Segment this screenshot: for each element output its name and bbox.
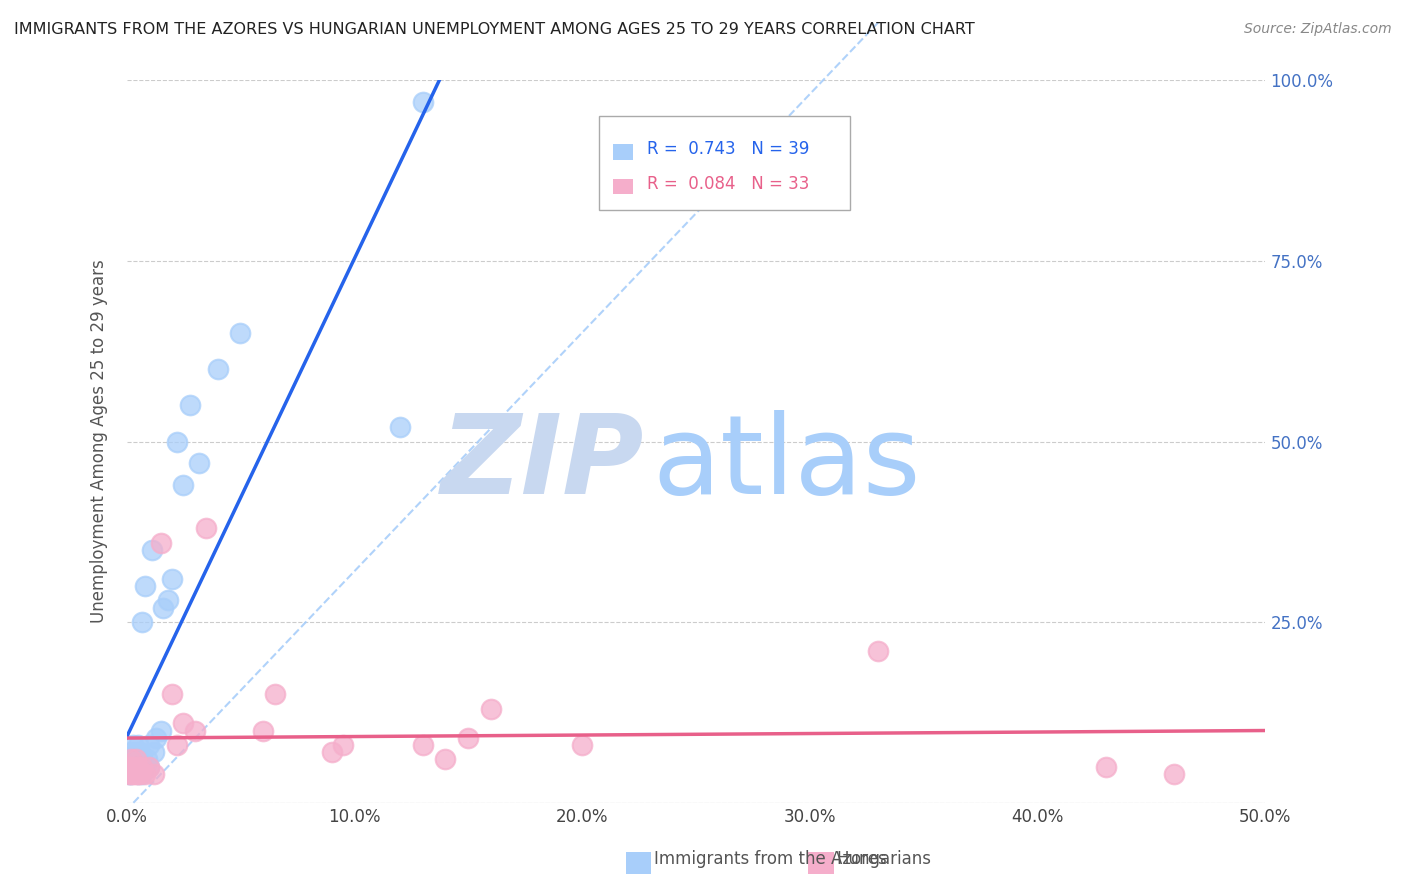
Point xyxy=(120,760,142,774)
Point xyxy=(263,687,285,701)
Point xyxy=(138,760,160,774)
Point xyxy=(134,767,156,781)
Point xyxy=(142,767,165,781)
Point xyxy=(134,579,156,593)
Point xyxy=(122,760,145,774)
Point xyxy=(195,521,218,535)
FancyBboxPatch shape xyxy=(613,178,633,194)
Point xyxy=(118,767,141,781)
Point xyxy=(412,95,434,109)
Point xyxy=(120,752,142,766)
Point xyxy=(152,600,174,615)
Point xyxy=(145,731,167,745)
Text: ZIP: ZIP xyxy=(441,409,645,516)
Point xyxy=(136,752,159,766)
Point xyxy=(188,456,211,470)
Point xyxy=(207,362,229,376)
Point xyxy=(127,752,149,766)
Point xyxy=(127,738,149,752)
Point xyxy=(184,723,207,738)
Point xyxy=(118,752,141,766)
Point xyxy=(160,572,183,586)
Point xyxy=(124,752,146,766)
Point xyxy=(124,760,146,774)
Point xyxy=(868,644,890,658)
Point xyxy=(138,738,160,752)
Point xyxy=(229,326,252,340)
Text: Immigrants from the Azores: Immigrants from the Azores xyxy=(654,850,887,868)
Point xyxy=(118,767,141,781)
Point xyxy=(120,767,142,781)
Point xyxy=(332,738,354,752)
Point xyxy=(141,542,163,557)
Text: atlas: atlas xyxy=(652,409,921,516)
FancyBboxPatch shape xyxy=(613,145,633,160)
Point xyxy=(127,767,149,781)
Text: Source: ZipAtlas.com: Source: ZipAtlas.com xyxy=(1244,22,1392,37)
Point xyxy=(479,702,502,716)
Point xyxy=(122,767,145,781)
Point xyxy=(120,745,142,759)
Point xyxy=(142,745,165,759)
Point xyxy=(138,760,160,774)
Point xyxy=(122,760,145,774)
Text: R =  0.743   N = 39: R = 0.743 N = 39 xyxy=(647,140,810,158)
Point xyxy=(129,745,152,759)
Point xyxy=(388,420,411,434)
Point xyxy=(134,760,156,774)
Point xyxy=(118,760,141,774)
Point xyxy=(131,760,153,774)
Point xyxy=(166,434,188,449)
Point xyxy=(124,767,146,781)
Point xyxy=(412,738,434,752)
Point xyxy=(131,752,153,766)
Point xyxy=(127,760,149,774)
Point xyxy=(252,723,274,738)
Point xyxy=(120,767,142,781)
Point xyxy=(122,738,145,752)
Y-axis label: Unemployment Among Ages 25 to 29 years: Unemployment Among Ages 25 to 29 years xyxy=(90,260,108,624)
Point xyxy=(166,738,188,752)
Point xyxy=(172,716,194,731)
FancyBboxPatch shape xyxy=(599,117,849,211)
Point xyxy=(1163,767,1185,781)
Point xyxy=(156,593,179,607)
Text: R =  0.084   N = 33: R = 0.084 N = 33 xyxy=(647,175,810,193)
Text: IMMIGRANTS FROM THE AZORES VS HUNGARIAN UNEMPLOYMENT AMONG AGES 25 TO 29 YEARS C: IMMIGRANTS FROM THE AZORES VS HUNGARIAN … xyxy=(14,22,974,37)
Point xyxy=(129,767,152,781)
Point xyxy=(571,738,593,752)
Point xyxy=(457,731,479,745)
Point xyxy=(127,767,149,781)
Point xyxy=(124,745,146,759)
Point xyxy=(118,760,141,774)
Text: Hungarians: Hungarians xyxy=(837,850,932,868)
Point xyxy=(179,398,201,412)
Point xyxy=(129,760,152,774)
Point xyxy=(149,723,172,738)
Point xyxy=(434,752,457,766)
Point xyxy=(321,745,343,759)
Point xyxy=(122,752,145,766)
Point xyxy=(149,535,172,549)
Point xyxy=(160,687,183,701)
Point xyxy=(131,767,153,781)
Point xyxy=(131,615,153,630)
Point xyxy=(172,478,194,492)
Point xyxy=(1095,760,1118,774)
